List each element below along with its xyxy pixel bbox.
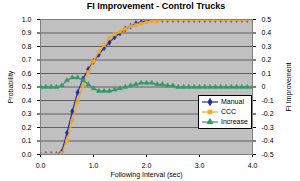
svg-text:0.3: 0.3 — [22, 110, 32, 117]
svg-text:0.1: 0.1 — [262, 70, 272, 77]
html-text:CCC: CCC — [221, 108, 237, 115]
svg-text:0.0: 0.0 — [36, 162, 46, 169]
svg-text:0.5: 0.5 — [262, 16, 272, 23]
svg-text:0.6: 0.6 — [22, 70, 32, 77]
html-text:Increase: Increase — [221, 118, 248, 125]
html-text:Manual: Manual — [221, 98, 244, 105]
svg-text:-0.1: -0.1 — [262, 97, 274, 104]
html-text:FI Improvement - Control Truck: FI Improvement - Control Trucks — [86, 1, 226, 11]
svg-text:0.9: 0.9 — [22, 29, 32, 36]
svg-text:0: 0 — [262, 83, 266, 90]
svg-text:FI Improvement: FI Improvement — [285, 62, 293, 111]
svg-text:-0.4: -0.4 — [262, 137, 274, 144]
svg-text:Probability: Probability — [7, 70, 15, 103]
svg-text:-0.2: -0.2 — [262, 110, 274, 117]
svg-text:4.0: 4.0 — [248, 162, 258, 169]
svg-text:Following Interval (sec): Following Interval (sec) — [111, 171, 183, 179]
svg-text:0.4: 0.4 — [262, 29, 272, 36]
svg-text:0.2: 0.2 — [262, 56, 272, 63]
svg-text:2.0: 2.0 — [142, 162, 152, 169]
svg-text:-0.3: -0.3 — [262, 124, 274, 131]
svg-text:0.7: 0.7 — [22, 56, 32, 63]
svg-text:0.8: 0.8 — [22, 43, 32, 50]
svg-text:0.4: 0.4 — [22, 97, 32, 104]
svg-text:3.0: 3.0 — [195, 162, 205, 169]
svg-text:0.2: 0.2 — [22, 124, 32, 131]
svg-text:0.0: 0.0 — [22, 151, 32, 158]
svg-text:0.3: 0.3 — [262, 43, 272, 50]
svg-text:1.0: 1.0 — [89, 162, 99, 169]
svg-text:0.5: 0.5 — [22, 83, 32, 90]
svg-text:-0.5: -0.5 — [262, 151, 274, 158]
svg-text:0.1: 0.1 — [22, 137, 32, 144]
svg-text:1.0: 1.0 — [22, 16, 32, 23]
